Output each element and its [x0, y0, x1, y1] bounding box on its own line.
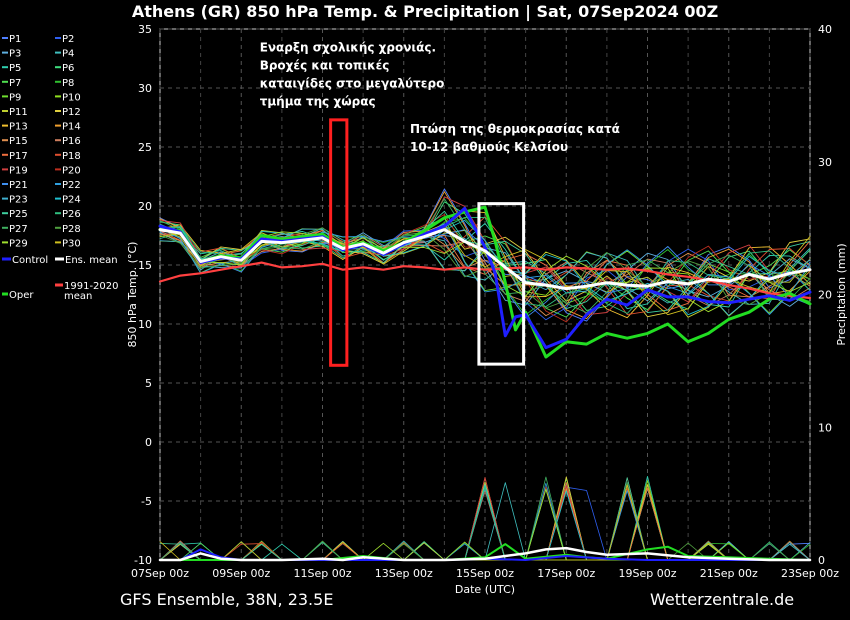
legend-label: P28 — [62, 224, 81, 235]
legend-label: Control — [12, 255, 48, 266]
y2-axis-label: Precipitation (mm) — [835, 243, 848, 345]
annotation-text: Εναρξη σχολικής χρονιάς. — [260, 40, 436, 54]
x-tick-label: 23Sep 00z — [781, 567, 839, 580]
x-axis-label: Date (UTC) — [455, 583, 515, 596]
legend-label: P18 — [62, 151, 81, 162]
legend-label: P27 — [9, 224, 28, 235]
y-axis-label: 850 hPa Temp. (°C) — [126, 242, 139, 348]
ensemble-mean-line — [158, 228, 812, 291]
y-tick-label: 25 — [138, 141, 152, 154]
y2-tick-label: 40 — [818, 23, 832, 36]
x-tick-label: 11Sep 00z — [294, 567, 352, 580]
legend-label: P23 — [9, 195, 28, 206]
y-tick-label: 10 — [138, 318, 152, 331]
annotation-text: Πτώση της θερμοκρασίας κατά — [410, 122, 620, 136]
legend-label: P9 — [9, 92, 21, 103]
legend-label: P16 — [62, 136, 81, 147]
x-tick-label: 17Sep 00z — [537, 567, 595, 580]
source-credit[interactable]: Wetterzentrale.de — [650, 590, 795, 609]
legend-label: 1991-2020 — [64, 281, 119, 292]
ensemble-member-line — [159, 229, 811, 317]
x-tick-label: 07Sep 00z — [131, 567, 189, 580]
legend-label: P24 — [62, 195, 81, 206]
x-tick-label: 13Sep 00z — [375, 567, 433, 580]
legend-label: P7 — [9, 78, 21, 89]
legend-label: P15 — [9, 136, 28, 147]
annotation-text: τμήμα της χώρας — [260, 94, 376, 108]
y2-tick-label: 20 — [818, 289, 832, 302]
climate-mean-line — [158, 261, 812, 300]
y-tick-label: 35 — [138, 23, 152, 36]
x-tick-label: 19Sep 00z — [619, 567, 677, 580]
y-tick-label: -10 — [134, 554, 152, 567]
chart-title: Athens (GR) 850 hPa Temp. & Precipitatio… — [131, 2, 719, 21]
legend-label: P25 — [9, 209, 28, 220]
y-tick-label: -5 — [141, 495, 152, 508]
oper-line — [158, 205, 812, 359]
legend-label: Oper — [9, 290, 34, 301]
y-tick-label: 0 — [145, 436, 152, 449]
legend-label: Ens. mean — [65, 255, 118, 266]
ensemble-member-line — [159, 219, 811, 316]
ensemble-member-line — [159, 217, 811, 318]
legend-label: mean — [64, 291, 92, 302]
legend-label: P1 — [9, 34, 21, 45]
x-tick-label: 21Sep 00z — [700, 567, 758, 580]
y-tick-label: 5 — [145, 377, 152, 390]
legend-label: P14 — [62, 122, 81, 133]
y2-tick-label: 30 — [818, 156, 832, 169]
highlight-box — [477, 202, 526, 366]
ensemble-mean-precip-line — [158, 546, 812, 562]
highlight-box — [329, 118, 349, 367]
y2-tick-label: 0 — [818, 554, 825, 567]
model-info: GFS Ensemble, 38N, 23.5E — [120, 590, 334, 609]
legend-label: P8 — [62, 78, 74, 89]
annotation-text: καταιγίδες στο μεγαλύτερο — [260, 76, 445, 90]
y-tick-label: 20 — [138, 200, 152, 213]
control-line — [158, 206, 812, 350]
legend-label: P19 — [9, 165, 28, 176]
x-tick-label: 09Sep 00z — [212, 567, 270, 580]
ensemble-member-line — [159, 227, 811, 309]
y-tick-label: 15 — [138, 259, 152, 272]
legend-label: P6 — [62, 63, 74, 74]
x-tick-label: 15Sep 00z — [456, 567, 514, 580]
legend-label: P11 — [9, 107, 28, 118]
legend-label: P30 — [62, 238, 81, 249]
legend-label: P26 — [62, 209, 81, 220]
y-tick-label: 30 — [138, 82, 152, 95]
legend-label: P17 — [9, 151, 28, 162]
legend-label: P29 — [9, 238, 28, 249]
legend-label: P20 — [62, 165, 81, 176]
ensemble-member-line — [159, 198, 811, 314]
annotation-text: 10-12 βαθμούς Κελσίου — [410, 140, 568, 154]
annotation-text: Βροχές και τοπικές — [260, 58, 390, 72]
legend-label: P4 — [62, 49, 74, 60]
legend-label: P13 — [9, 122, 28, 133]
legend-label: P3 — [9, 49, 21, 60]
legend-label: P10 — [62, 92, 81, 103]
y2-tick-label: 10 — [818, 421, 832, 434]
legend-label: P21 — [9, 180, 28, 191]
legend-label: P22 — [62, 180, 81, 191]
legend-label: P5 — [9, 63, 21, 74]
legend-label: P12 — [62, 107, 81, 118]
legend-label: P2 — [62, 34, 74, 45]
